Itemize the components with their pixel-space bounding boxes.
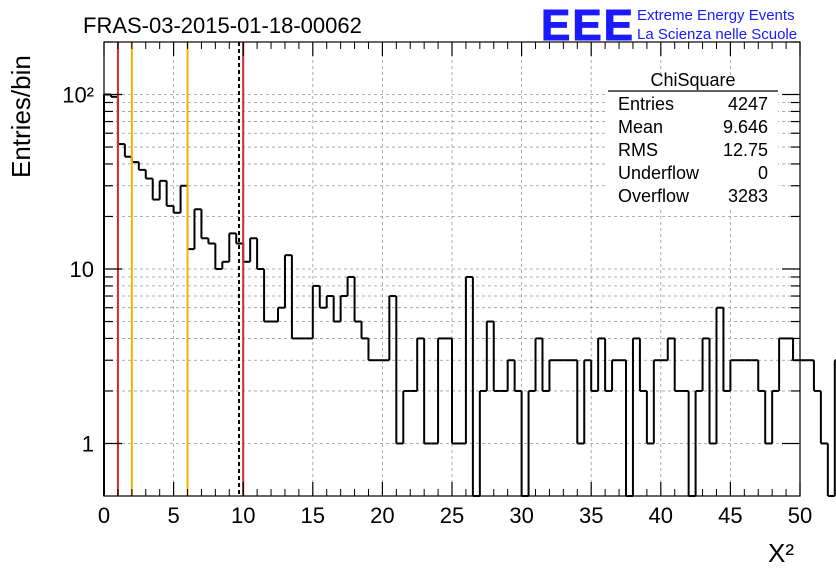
x-tick-label: 40 — [649, 503, 673, 528]
stats-value-rms: 12.75 — [723, 140, 768, 160]
logo-line1: Extreme Energy Events — [637, 7, 795, 24]
chart-title: FRAS-03-2015-01-18-00062 — [83, 13, 362, 38]
stats-label-entries: Entries — [618, 94, 674, 114]
logo-line2: La Scienza nelle Scuole — [637, 26, 797, 43]
y-tick-label: 10 — [70, 257, 94, 282]
stats-box-background — [608, 76, 778, 209]
eee-logo: EEE Extreme Energy Events La Scienza nel… — [541, 1, 798, 51]
x-tick-label: 20 — [370, 503, 394, 528]
y-axis-label: Entries/bin — [6, 55, 36, 178]
x-tick-label: 0 — [98, 503, 110, 528]
stats-value-mean: 9.646 — [723, 117, 768, 137]
stats-label-mean: Mean — [618, 117, 663, 137]
x-tick-label: 35 — [579, 503, 603, 528]
x-axis-label: X² — [768, 538, 794, 568]
stats-value-overflow: 3283 — [728, 186, 768, 206]
x-tick-label: 15 — [301, 503, 325, 528]
stats-label-overflow: Overflow — [618, 186, 690, 206]
y-tick-label: 1 — [82, 431, 94, 456]
stats-value-entries: 4247 — [728, 94, 768, 114]
y-tick-label: 10² — [62, 83, 94, 108]
stats-label-rms: RMS — [618, 140, 658, 160]
plot-frame — [103, 41, 801, 497]
x-tick-label: 10 — [231, 503, 255, 528]
stats-label-underflow: Underflow — [618, 163, 700, 183]
x-tick-label: 25 — [440, 503, 464, 528]
x-tick-label: 5 — [167, 503, 179, 528]
x-tick-label: 45 — [718, 503, 742, 528]
stats-title: ChiSquare — [650, 70, 735, 90]
x-tick-label: 50 — [788, 503, 812, 528]
axes: 0 5 10 15 20 25 30 35 40 45 50 1 10 10² — [62, 41, 812, 528]
x-tick-label: 30 — [509, 503, 533, 528]
stats-value-underflow: 0 — [758, 163, 768, 183]
stats-box: ChiSquare Entries 4247 Mean 9.646 RMS 12… — [608, 70, 778, 209]
